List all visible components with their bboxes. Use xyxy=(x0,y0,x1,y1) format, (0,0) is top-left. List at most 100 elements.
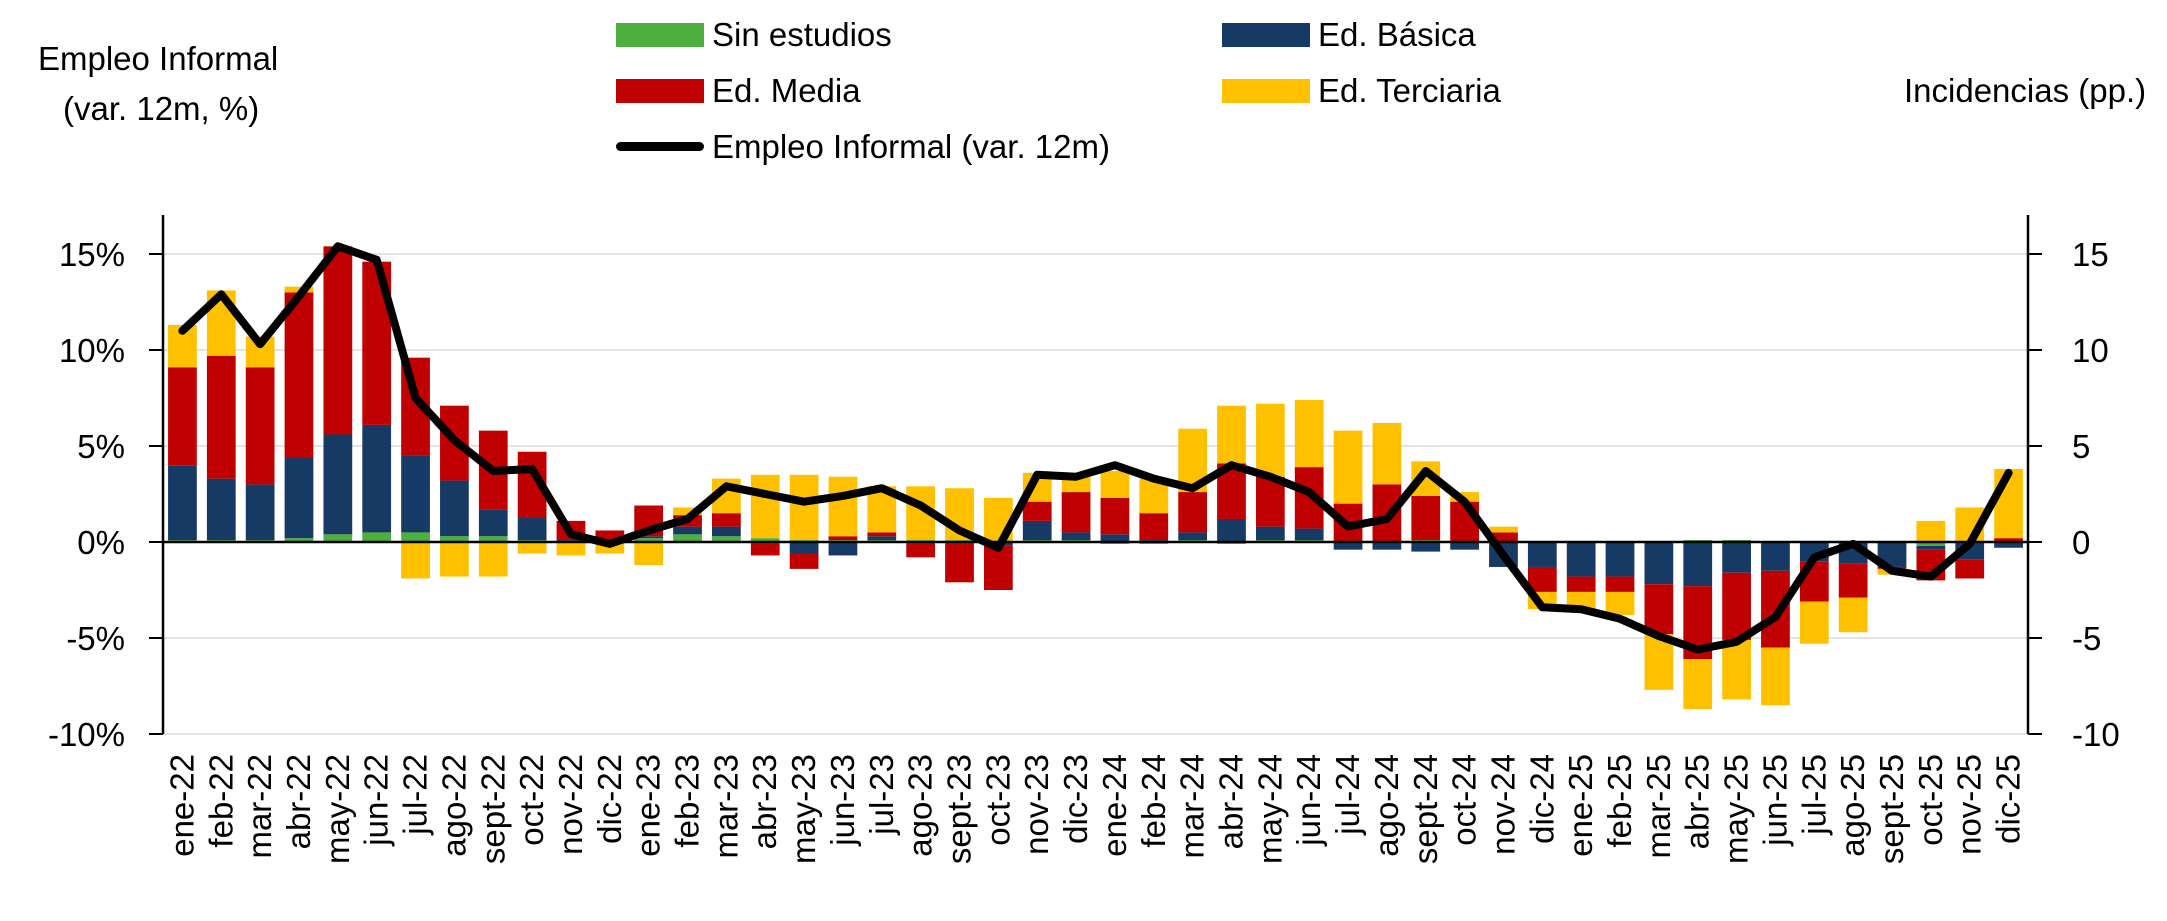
bar-ed-media-dic-24 xyxy=(1527,566,1557,592)
bar-ed-media-ene-25 xyxy=(1566,576,1596,592)
bar-sin-estudios-sept-22 xyxy=(478,536,508,542)
x-tick-label: jun-23 xyxy=(824,754,861,847)
bar-ed-b-sica-ene-24 xyxy=(1100,534,1130,542)
x-tick-label: abr-25 xyxy=(1679,754,1716,849)
x-tick-label: nov-24 xyxy=(1484,754,1521,855)
bar-ed-terciaria-jul-24 xyxy=(1333,430,1363,504)
bar-sin-estudios-may-22 xyxy=(323,534,353,542)
left-axis-title-line2: (var. 12m, %) xyxy=(63,90,260,127)
x-tick-label: mar-22 xyxy=(241,754,278,859)
x-tick-label: jun-22 xyxy=(358,754,395,847)
x-tick-label: feb-25 xyxy=(1601,754,1638,848)
x-tick-label: sept-23 xyxy=(941,754,978,864)
x-tick-label: may-23 xyxy=(785,754,822,864)
x-tick-label: jul-23 xyxy=(863,754,900,836)
bar-ed-b-sica-may-23 xyxy=(789,542,819,554)
x-tick-label: feb-24 xyxy=(1135,754,1172,848)
bar-ed-b-sica-abr-24 xyxy=(1217,518,1246,542)
x-tick-label: ago-24 xyxy=(1368,754,1405,857)
bar-ed-media-sept-24 xyxy=(1411,495,1441,541)
x-tick-label: dic-25 xyxy=(1990,754,2027,844)
right-axis-title: Incidencias (pp.) xyxy=(1904,72,2147,109)
bar-ed-b-sica-ago-22 xyxy=(440,480,469,537)
bar-ed-media-may-23 xyxy=(789,553,819,569)
x-tick-label: oct-23 xyxy=(979,754,1016,846)
legend-label-ed-terciaria: Ed. Terciaria xyxy=(1318,72,1501,109)
bar-ed-b-sica-abr-22 xyxy=(284,457,314,539)
x-tick-label: nov-25 xyxy=(1951,754,1988,855)
x-tick-label: dic-23 xyxy=(1057,754,1094,844)
bar-ed-media-mar-24 xyxy=(1178,492,1208,533)
legend-label-ed-basica: Ed. Básica xyxy=(1318,16,1476,53)
bar-ed-terciaria-feb-25 xyxy=(1605,591,1635,615)
bar-ed-terciaria-ago-22 xyxy=(440,542,469,577)
right-tick-label: -5 xyxy=(2072,620,2101,657)
x-tick-label: ago-23 xyxy=(902,754,939,857)
bar-ed-b-sica-feb-23 xyxy=(673,526,702,535)
x-tick-label: jun-24 xyxy=(1290,754,1327,847)
bar-ed-terciaria-may-24 xyxy=(1255,403,1285,477)
bar-ed-media-feb-24 xyxy=(1139,513,1169,541)
bar-ed-media-ago-25 xyxy=(1838,563,1868,598)
bar-ed-media-oct-23 xyxy=(983,545,1013,590)
bar-ed-terciaria-may-23 xyxy=(789,474,819,541)
x-tick-label: may-24 xyxy=(1251,754,1288,864)
x-tick-label: sept-22 xyxy=(474,754,511,864)
left-tick-label: -10% xyxy=(48,716,125,753)
bar-ed-b-sica-ene-22 xyxy=(168,465,197,541)
bar-ed-media-dic-23 xyxy=(1061,492,1091,533)
legend-label-sin-estudios: Sin estudios xyxy=(712,16,892,53)
legend-item-empleo-informal: Empleo Informal (var. 12m) xyxy=(616,130,1110,163)
legend-swatch-ed-basica xyxy=(1222,22,1310,47)
x-tick-label: ene-22 xyxy=(163,754,200,857)
bar-sin-estudios-jul-22 xyxy=(401,532,430,542)
bar-ed-terciaria-abr-22 xyxy=(284,286,314,293)
legend-label-ed-media: Ed. Media xyxy=(712,72,861,109)
bar-ed-media-abr-22 xyxy=(284,292,314,458)
x-tick-label: may-22 xyxy=(319,754,356,864)
left-tick-label: -5% xyxy=(66,620,125,657)
bar-ed-terciaria-abr-24 xyxy=(1217,405,1246,464)
bar-ed-terciaria-oct-25 xyxy=(1916,520,1946,542)
bar-ed-b-sica-ene-23 xyxy=(634,536,664,539)
series-line-empleo-informal xyxy=(178,242,2013,654)
bar-ed-terciaria-ago-24 xyxy=(1372,422,1402,485)
x-tick-label: nov-23 xyxy=(1018,754,1055,855)
bar-ed-terciaria-may-25 xyxy=(1722,639,1751,700)
bar-ed-media-feb-25 xyxy=(1605,576,1635,592)
x-tick-label: ene-25 xyxy=(1562,754,1599,857)
bar-ed-b-sica-may-24 xyxy=(1255,526,1285,541)
bar-ed-b-sica-dic-24 xyxy=(1527,542,1557,567)
bar-ed-terciaria-jun-25 xyxy=(1761,647,1790,706)
bar-ed-terciaria-jun-23 xyxy=(828,476,858,537)
bar-ed-media-ene-22 xyxy=(168,367,197,466)
bar-ed-b-sica-ene-25 xyxy=(1566,542,1596,577)
x-tick-label: dic-22 xyxy=(591,754,628,844)
bar-ed-b-sica-feb-25 xyxy=(1605,542,1635,577)
bar-ed-b-sica-dic-25 xyxy=(1994,542,2023,548)
legend-item-ed-media: Ed. Media xyxy=(616,74,861,107)
bar-sin-estudios-mar-23 xyxy=(712,536,741,542)
bar-sin-estudios-oct-25 xyxy=(1916,542,1946,546)
bar-ed-media-jun-23 xyxy=(828,536,858,541)
bar-ed-b-sica-jul-22 xyxy=(401,455,430,533)
bar-ed-media-nov-23 xyxy=(1022,501,1052,521)
bar-ed-b-sica-nov-23 xyxy=(1022,520,1052,541)
bar-ed-media-may-22 xyxy=(323,246,353,435)
bar-ed-terciaria-abr-23 xyxy=(750,474,780,539)
bar-ed-terciaria-ene-24 xyxy=(1100,470,1130,498)
right-tick-label: 15 xyxy=(2072,236,2109,273)
legend-label-empleo-informal: Empleo Informal (var. 12m) xyxy=(712,128,1110,165)
bar-ed-b-sica-sept-24 xyxy=(1411,542,1441,552)
bar-ed-media-mar-23 xyxy=(712,513,741,527)
bar-ed-media-sept-23 xyxy=(945,543,974,583)
right-tick-label: 10 xyxy=(2072,332,2109,369)
legend-item-sin-estudios: Sin estudios xyxy=(616,18,892,51)
bar-ed-b-sica-mar-25 xyxy=(1644,542,1674,585)
right-tick-label: 5 xyxy=(2072,428,2090,465)
bar-ed-terciaria-nov-24 xyxy=(1489,526,1518,533)
legend-item-ed-terciaria: Ed. Terciaria xyxy=(1222,74,1501,107)
bar-ed-media-dic-25 xyxy=(1994,538,2023,542)
bar-ed-media-jun-25 xyxy=(1761,570,1790,648)
left-tick-label: 15% xyxy=(59,236,125,273)
